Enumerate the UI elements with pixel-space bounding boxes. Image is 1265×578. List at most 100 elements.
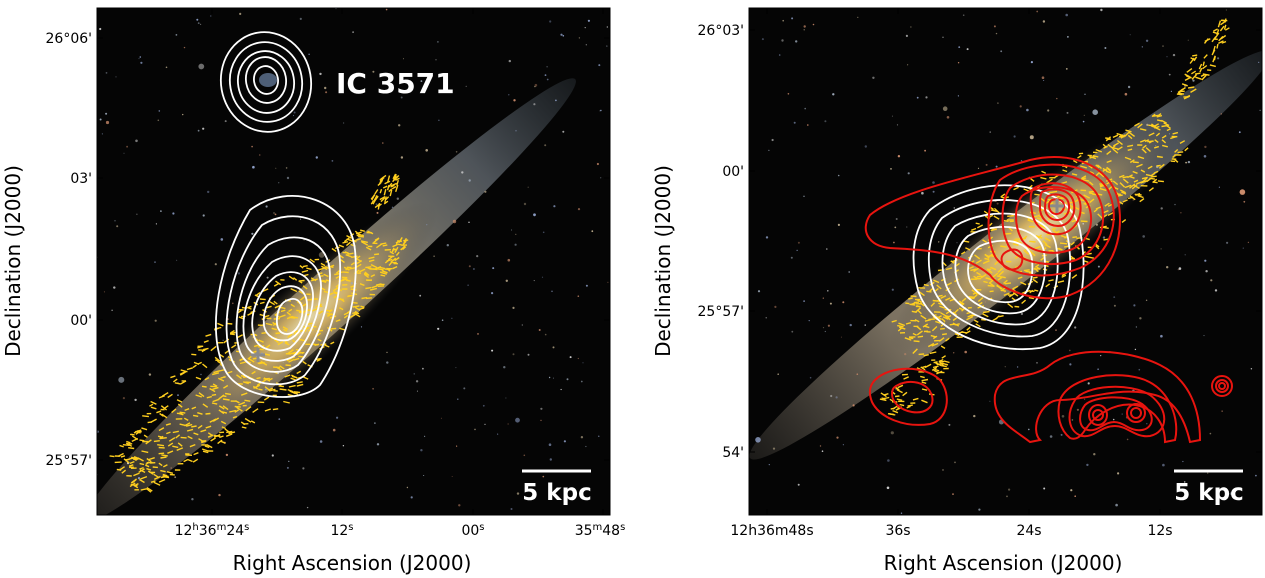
polarization-vector [354,312,361,318]
polarization-vector [285,364,291,367]
polarization-vector [1003,292,1010,297]
polarization-vector [241,426,247,429]
star [925,96,928,99]
polarization-vector [969,265,974,270]
polarization-vector [121,469,127,474]
polarization-vector [914,318,920,323]
star [111,309,113,311]
star [1132,199,1134,201]
star [360,326,363,328]
polarization-vector [1088,190,1095,193]
polarization-vector [273,300,278,305]
star [99,27,102,31]
polarization-vector [993,215,1000,220]
star [302,467,305,470]
polarization-vector [302,265,308,268]
star [523,202,527,206]
polarization-vector [1192,54,1198,57]
polarization-vector [193,452,199,456]
polarization-vector [379,195,386,201]
polarization-vector [932,365,939,369]
polarization-vector [1161,134,1167,139]
star [332,428,336,432]
polarization-vector [296,381,303,384]
polarization-vector [389,250,395,255]
star [105,120,110,125]
star [580,380,583,383]
star [938,241,940,243]
polarization-vector [291,374,299,380]
star [1218,186,1220,188]
star [318,252,325,258]
polarization-vector [374,253,380,256]
polarization-vector [934,368,940,372]
polarization-vector [1154,139,1159,143]
star [598,64,601,67]
star [1087,382,1090,385]
polarization-vector [198,392,205,398]
polarization-vector [1013,186,1019,191]
polarization-vector [139,478,145,484]
polarization-vector [363,273,370,278]
star [555,99,557,102]
polarization-vector [158,462,163,467]
star [1160,248,1162,250]
polarization-vector [1129,195,1136,201]
star [508,94,510,96]
polarization-vector [275,332,281,335]
star [292,114,295,117]
polarization-vector [1020,281,1027,286]
polarization-vector [299,265,304,269]
star [1146,123,1149,126]
star [964,350,967,354]
star [468,179,471,182]
polarization-vector [275,280,282,286]
polarization-vector [1199,67,1203,73]
polarization-vector [248,358,255,363]
polarization-vector [1032,278,1039,284]
star [172,212,175,215]
polarization-vector [246,305,252,309]
star [419,294,422,297]
polarization-vector [279,365,285,370]
right-red-contours [864,155,1233,444]
star [1065,13,1068,17]
polarization-vector [266,305,272,309]
star [1126,438,1129,441]
star [477,333,479,335]
polarization-vector [234,409,239,413]
star [540,407,543,410]
star [822,327,825,329]
polarization-vector [141,450,149,454]
star [251,232,254,235]
polarization-vector [920,375,925,379]
star [1238,131,1241,134]
polarization-vector [176,447,184,451]
star [515,417,520,423]
polarization-vector [1177,88,1184,94]
polarization-vector [154,475,161,480]
star [864,145,867,148]
polarization-vector [202,347,209,351]
star [544,144,547,147]
polarization-vector [936,370,943,375]
polarization-vector [382,185,388,189]
polarization-vector [1150,123,1158,129]
star [566,378,569,381]
star [415,380,419,383]
polarization-vector [217,322,224,327]
star [372,387,374,390]
polarization-vector [395,177,400,181]
polarization-vector [332,286,340,292]
polarization-vector [1157,180,1164,183]
star [1134,348,1137,351]
polarization-vector [935,320,941,324]
polarization-vector [1124,184,1132,189]
polarization-vector [1151,113,1156,118]
polarization-vector [312,307,318,312]
polarization-vector [201,448,209,452]
star [177,394,179,396]
polarization-vector [202,363,208,369]
polarization-vector [279,314,286,318]
polarization-vector [255,291,261,297]
